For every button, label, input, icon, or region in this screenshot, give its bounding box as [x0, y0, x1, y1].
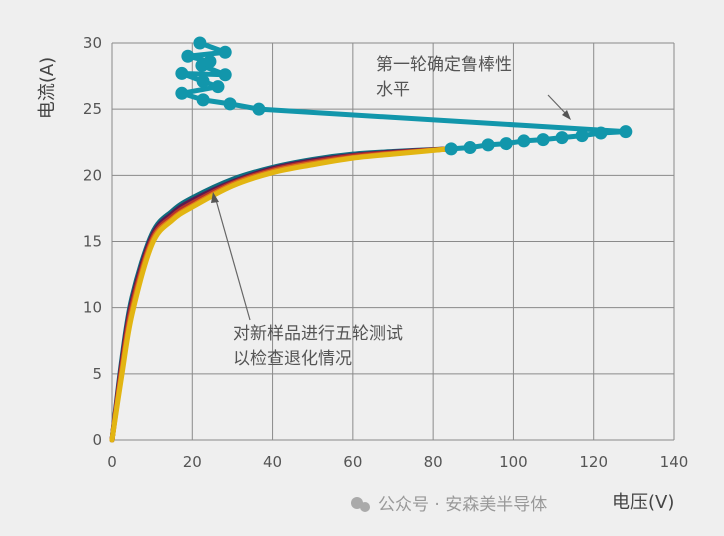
data-point	[517, 134, 531, 148]
data-point	[218, 68, 232, 82]
x-tick-label: 40	[263, 453, 282, 471]
x-tick-label: 0	[107, 453, 117, 471]
watermark-text: 公众号 · 安森美半导体	[378, 495, 547, 515]
data-point	[218, 45, 232, 59]
x-tick-label: 80	[424, 453, 443, 471]
annotation-line: 第一轮确定鲁棒性	[376, 55, 512, 75]
annotation-degradation: 对新样品进行五轮测试 以检查退化情况	[211, 192, 403, 369]
annotation-line: 水平	[376, 80, 410, 100]
sweep-curve-3	[109, 146, 452, 443]
y-tick-label: 30	[83, 34, 102, 52]
sweep-curve-2	[109, 146, 452, 443]
arrow-head	[211, 192, 219, 203]
sweep-curves	[109, 146, 452, 443]
data-point	[203, 55, 217, 69]
data-point	[463, 141, 477, 155]
data-point	[575, 129, 589, 143]
data-point	[619, 125, 633, 139]
y-tick-label: 10	[83, 299, 102, 317]
sweep-curve-5	[109, 146, 452, 443]
data-point	[252, 102, 266, 116]
x-axis-label: 电压(V)	[612, 492, 674, 513]
data-point	[196, 93, 210, 107]
y-axis-ticks: 0 5 10 15 20 25 30	[83, 34, 102, 449]
data-point	[193, 36, 207, 50]
y-tick-label: 5	[92, 365, 102, 383]
annotation-arrow	[215, 199, 251, 321]
annotation-robustness: 第一轮确定鲁棒性 水平	[376, 55, 571, 120]
data-point	[175, 66, 189, 80]
y-tick-label: 20	[83, 166, 102, 184]
y-tick-label: 15	[83, 233, 102, 251]
annotation-line: 以检查退化情况	[233, 349, 352, 369]
arrow-head	[562, 110, 571, 120]
data-point	[481, 138, 495, 152]
sweep-curve-4	[109, 146, 452, 443]
y-tick-label: 25	[83, 100, 102, 118]
wechat-icon	[351, 497, 363, 509]
x-tick-label: 140	[660, 453, 689, 471]
data-point	[181, 49, 195, 63]
data-point	[444, 142, 458, 156]
data-point	[223, 97, 237, 111]
x-tick-label: 20	[183, 453, 202, 471]
x-tick-label: 100	[499, 453, 528, 471]
data-point	[499, 137, 513, 151]
x-tick-label: 60	[343, 453, 362, 471]
data-point	[175, 86, 189, 100]
data-point	[196, 74, 210, 88]
y-axis-label: 电流(A)	[37, 57, 58, 119]
x-axis-ticks: 0 20 40 60 80 100 120 140	[107, 453, 688, 471]
grid	[111, 42, 675, 441]
data-point	[594, 126, 608, 140]
wechat-icon	[360, 502, 370, 512]
data-point	[555, 131, 569, 145]
data-point	[536, 133, 550, 147]
x-tick-label: 120	[579, 453, 608, 471]
sweep-curve-1	[109, 146, 452, 443]
robustness-series	[175, 36, 633, 156]
annotation-line: 对新样品进行五轮测试	[233, 324, 403, 344]
data-point	[211, 80, 225, 94]
watermark: 公众号 · 安森美半导体	[351, 495, 547, 515]
y-tick-label: 0	[92, 431, 102, 449]
